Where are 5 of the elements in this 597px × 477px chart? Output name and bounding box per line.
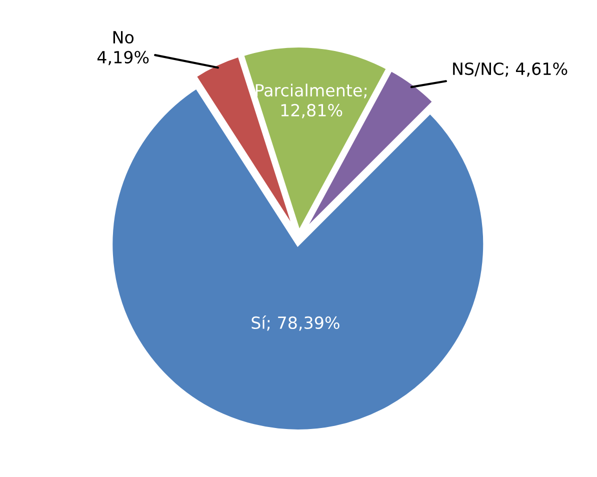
slice-label: NS/NC; 4,61%: [453, 62, 568, 77]
slice-label: Sí; 78,39%: [252, 315, 340, 331]
data-label: 4,19%: [97, 50, 149, 66]
slice-label: Parcialmente; 12,81%: [256, 84, 366, 118]
slice-label: No: [113, 31, 134, 44]
